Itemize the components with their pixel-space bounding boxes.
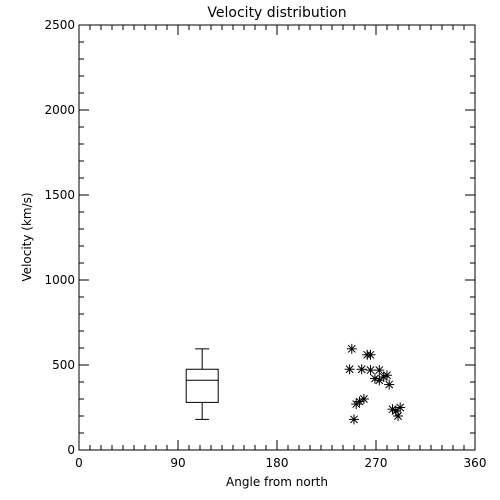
data-point [356,364,367,375]
data-point [354,396,365,407]
data-point [393,411,403,421]
y-tick-label: 2000 [44,103,75,117]
data-point [395,402,406,413]
data-point [374,365,385,376]
y-tick-label: 1500 [44,188,75,202]
boxplot [185,348,219,420]
axis-ticks [78,24,476,451]
y-tick-label: 1000 [44,273,75,287]
data-point [344,364,355,375]
x-tick-label: 360 [464,456,487,470]
x-tick-label: 270 [365,456,388,470]
data-point [349,414,359,425]
data-point [346,343,357,354]
x-tick-labels: 0 90 180 270 360 [75,456,486,470]
chart-title: Velocity distribution [207,5,346,21]
y-axis-label: Velocity (km/s) [20,192,34,281]
data-point [365,365,376,376]
y-tick-label: 2500 [44,18,75,32]
plot-frame [78,24,476,451]
data-point [369,373,380,384]
x-tick-label: 180 [266,456,289,470]
data-point [382,370,392,381]
y-tick-labels: 0 500 1000 1500 2000 2500 [44,18,75,457]
x-axis-label: Angle from north [226,475,328,489]
x-tick-label: 0 [75,456,83,470]
data-point [365,349,376,360]
y-tick-label: 0 [67,443,75,457]
y-tick-label: 500 [52,358,75,372]
scatter-points [344,343,406,425]
data-point [358,394,369,404]
boxplot-box [185,368,219,403]
data-point [384,379,395,390]
x-tick-label: 90 [170,456,185,470]
